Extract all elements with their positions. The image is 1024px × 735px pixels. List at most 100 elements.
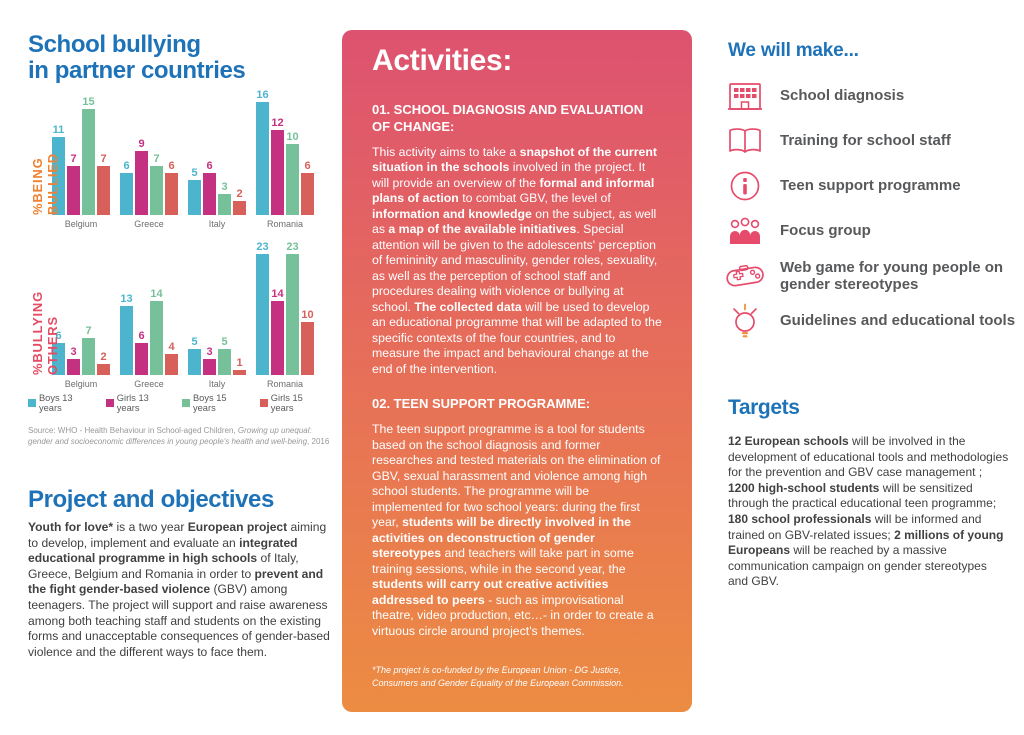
list-item-label: Guidelines and educational tools (780, 312, 1016, 330)
bar-group-belgium: 11 7 15 7 Belgium (52, 95, 110, 229)
bar (301, 173, 314, 215)
chart-section-title: School bullying in partner countries (28, 31, 338, 85)
bar-value-label: 1 (236, 357, 243, 369)
bar-value-label: 16 (256, 89, 269, 101)
bar (188, 180, 201, 215)
bar-value-label: 6 (123, 160, 130, 172)
bar-group-romania: 23 14 23 10 Romania (256, 241, 314, 389)
info-icon (722, 168, 768, 204)
bar-value-label: 5 (221, 336, 228, 348)
legend-swatch (182, 399, 190, 407)
activities-panel: Activities: 01. SCHOOL DIAGNOSIS AND EVA… (342, 30, 692, 712)
activities-heading: Activities: (372, 44, 513, 77)
category-label: Italy (208, 379, 226, 389)
activity-1-title: 01. SCHOOL DIAGNOSIS AND EVALUATION OF C… (372, 102, 644, 134)
bar (218, 194, 231, 215)
bar-value-label: 3 (206, 346, 213, 358)
bar-value-label: 4 (168, 341, 175, 353)
bar (120, 306, 133, 375)
legend-swatch (105, 399, 114, 407)
bar (52, 343, 65, 375)
project-objectives-heading: Project and objectives (28, 486, 274, 513)
plot-being-bullied: 11 7 15 7 Belgium 6 9 7 6 Greece 5 6 3 2 Italy 16 12 10 6 R… (52, 90, 314, 229)
bar-value-label: 23 (286, 241, 299, 253)
chart-being-bullied: %BEING BULLIED 11 7 15 7 Belgium 6 9 7 6 Greece 5 6… (28, 90, 314, 229)
bar-value-label: 10 (286, 131, 299, 143)
activity-1-body: This activity aims to take a snapshot of… (372, 144, 662, 376)
category-label: Greece (134, 379, 164, 389)
bar (150, 301, 163, 375)
bar-value-label: 23 (256, 241, 269, 253)
bar (286, 254, 299, 375)
bar (67, 166, 80, 215)
bar-value-label: 6 (168, 160, 175, 172)
bar (165, 354, 178, 375)
bar-value-label: 6 (304, 160, 311, 172)
bar (188, 349, 201, 375)
list-item-focus-group: Focus group (722, 213, 1020, 249)
bar-value-label: 14 (150, 288, 163, 300)
y-axis-label-bullying-others: %BULLYING OTHERS (30, 290, 60, 375)
legend-label: Girls 15 years (270, 393, 303, 413)
category-label: Belgium (64, 219, 98, 229)
bar-value-label: 3 (221, 181, 228, 193)
we-will-make-heading: We will make... (728, 40, 859, 61)
list-item-label: School diagnosis (780, 87, 905, 105)
bar-group-belgium: 6 3 7 2 Belgium (52, 243, 110, 389)
project-objectives-paragraph: Youth for love* is a two year European p… (28, 520, 330, 659)
legend-label: Girls 13 years (116, 393, 149, 413)
bar (120, 173, 133, 215)
bar-value-label: 12 (271, 117, 284, 129)
bar-value-label: 7 (85, 325, 92, 337)
list-item-web-game: Web game for young people on gender ster… (722, 258, 1020, 294)
bar-value-label: 15 (82, 96, 95, 108)
bar-group-italy: 5 3 5 1 Italy (188, 243, 246, 389)
y-axis-label-being-bullied: %BEING BULLIED (30, 153, 60, 215)
legend-swatch (28, 399, 36, 407)
bar-value-label: 2 (100, 351, 107, 363)
bar (271, 130, 284, 215)
bar (97, 166, 110, 215)
bar-value-label: 7 (100, 153, 107, 165)
activity-2-body: The teen support programme is a tool for… (372, 422, 661, 638)
category-label: Romania (266, 219, 304, 229)
bar (301, 322, 314, 375)
bar-value-label: 13 (120, 293, 133, 305)
school-icon (722, 78, 768, 114)
bar (203, 173, 216, 215)
bar (256, 102, 269, 215)
legend-label: Boys 13 years (38, 393, 73, 413)
legend-label: Boys 15 years (192, 393, 227, 413)
chart-title-line2: in partner countries (28, 57, 246, 85)
chart-bullying-others: %BULLYING OTHERS 6 3 7 2 Belgium 13 6 14 4 Greece… (28, 241, 314, 389)
people-icon (722, 213, 768, 249)
bar-value-label: 7 (70, 153, 77, 165)
legend-item: Girls 15 years (259, 393, 328, 413)
list-item-label: Focus group (780, 222, 871, 240)
bar (82, 109, 95, 215)
list-item-label: Teen support programme (780, 177, 961, 195)
bar-value-label: 11 (52, 124, 65, 136)
bar (135, 151, 148, 215)
bar-value-label: 14 (271, 288, 284, 300)
bar-value-label: 5 (191, 167, 198, 179)
bar (52, 137, 65, 215)
targets-heading: Targets (728, 396, 800, 419)
bar (135, 343, 148, 375)
bar-value-label: 6 (206, 160, 213, 172)
bar (256, 254, 269, 375)
legend-swatch (259, 399, 268, 407)
bar (97, 364, 110, 375)
targets-paragraph: 12 European schools will be involved in … (728, 434, 1009, 589)
bar-value-label: 6 (55, 330, 62, 342)
category-label: Greece (134, 219, 164, 229)
bar-value-label: 2 (236, 188, 243, 200)
legend-item: Girls 13 years (105, 393, 174, 413)
bar (150, 166, 163, 215)
bar-value-label: 10 (301, 309, 314, 321)
list-item-guidelines: Guidelines and educational tools (722, 303, 1020, 339)
category-label: Romania (266, 379, 304, 389)
bar-value-label: 7 (153, 153, 160, 165)
book-icon (722, 123, 768, 159)
